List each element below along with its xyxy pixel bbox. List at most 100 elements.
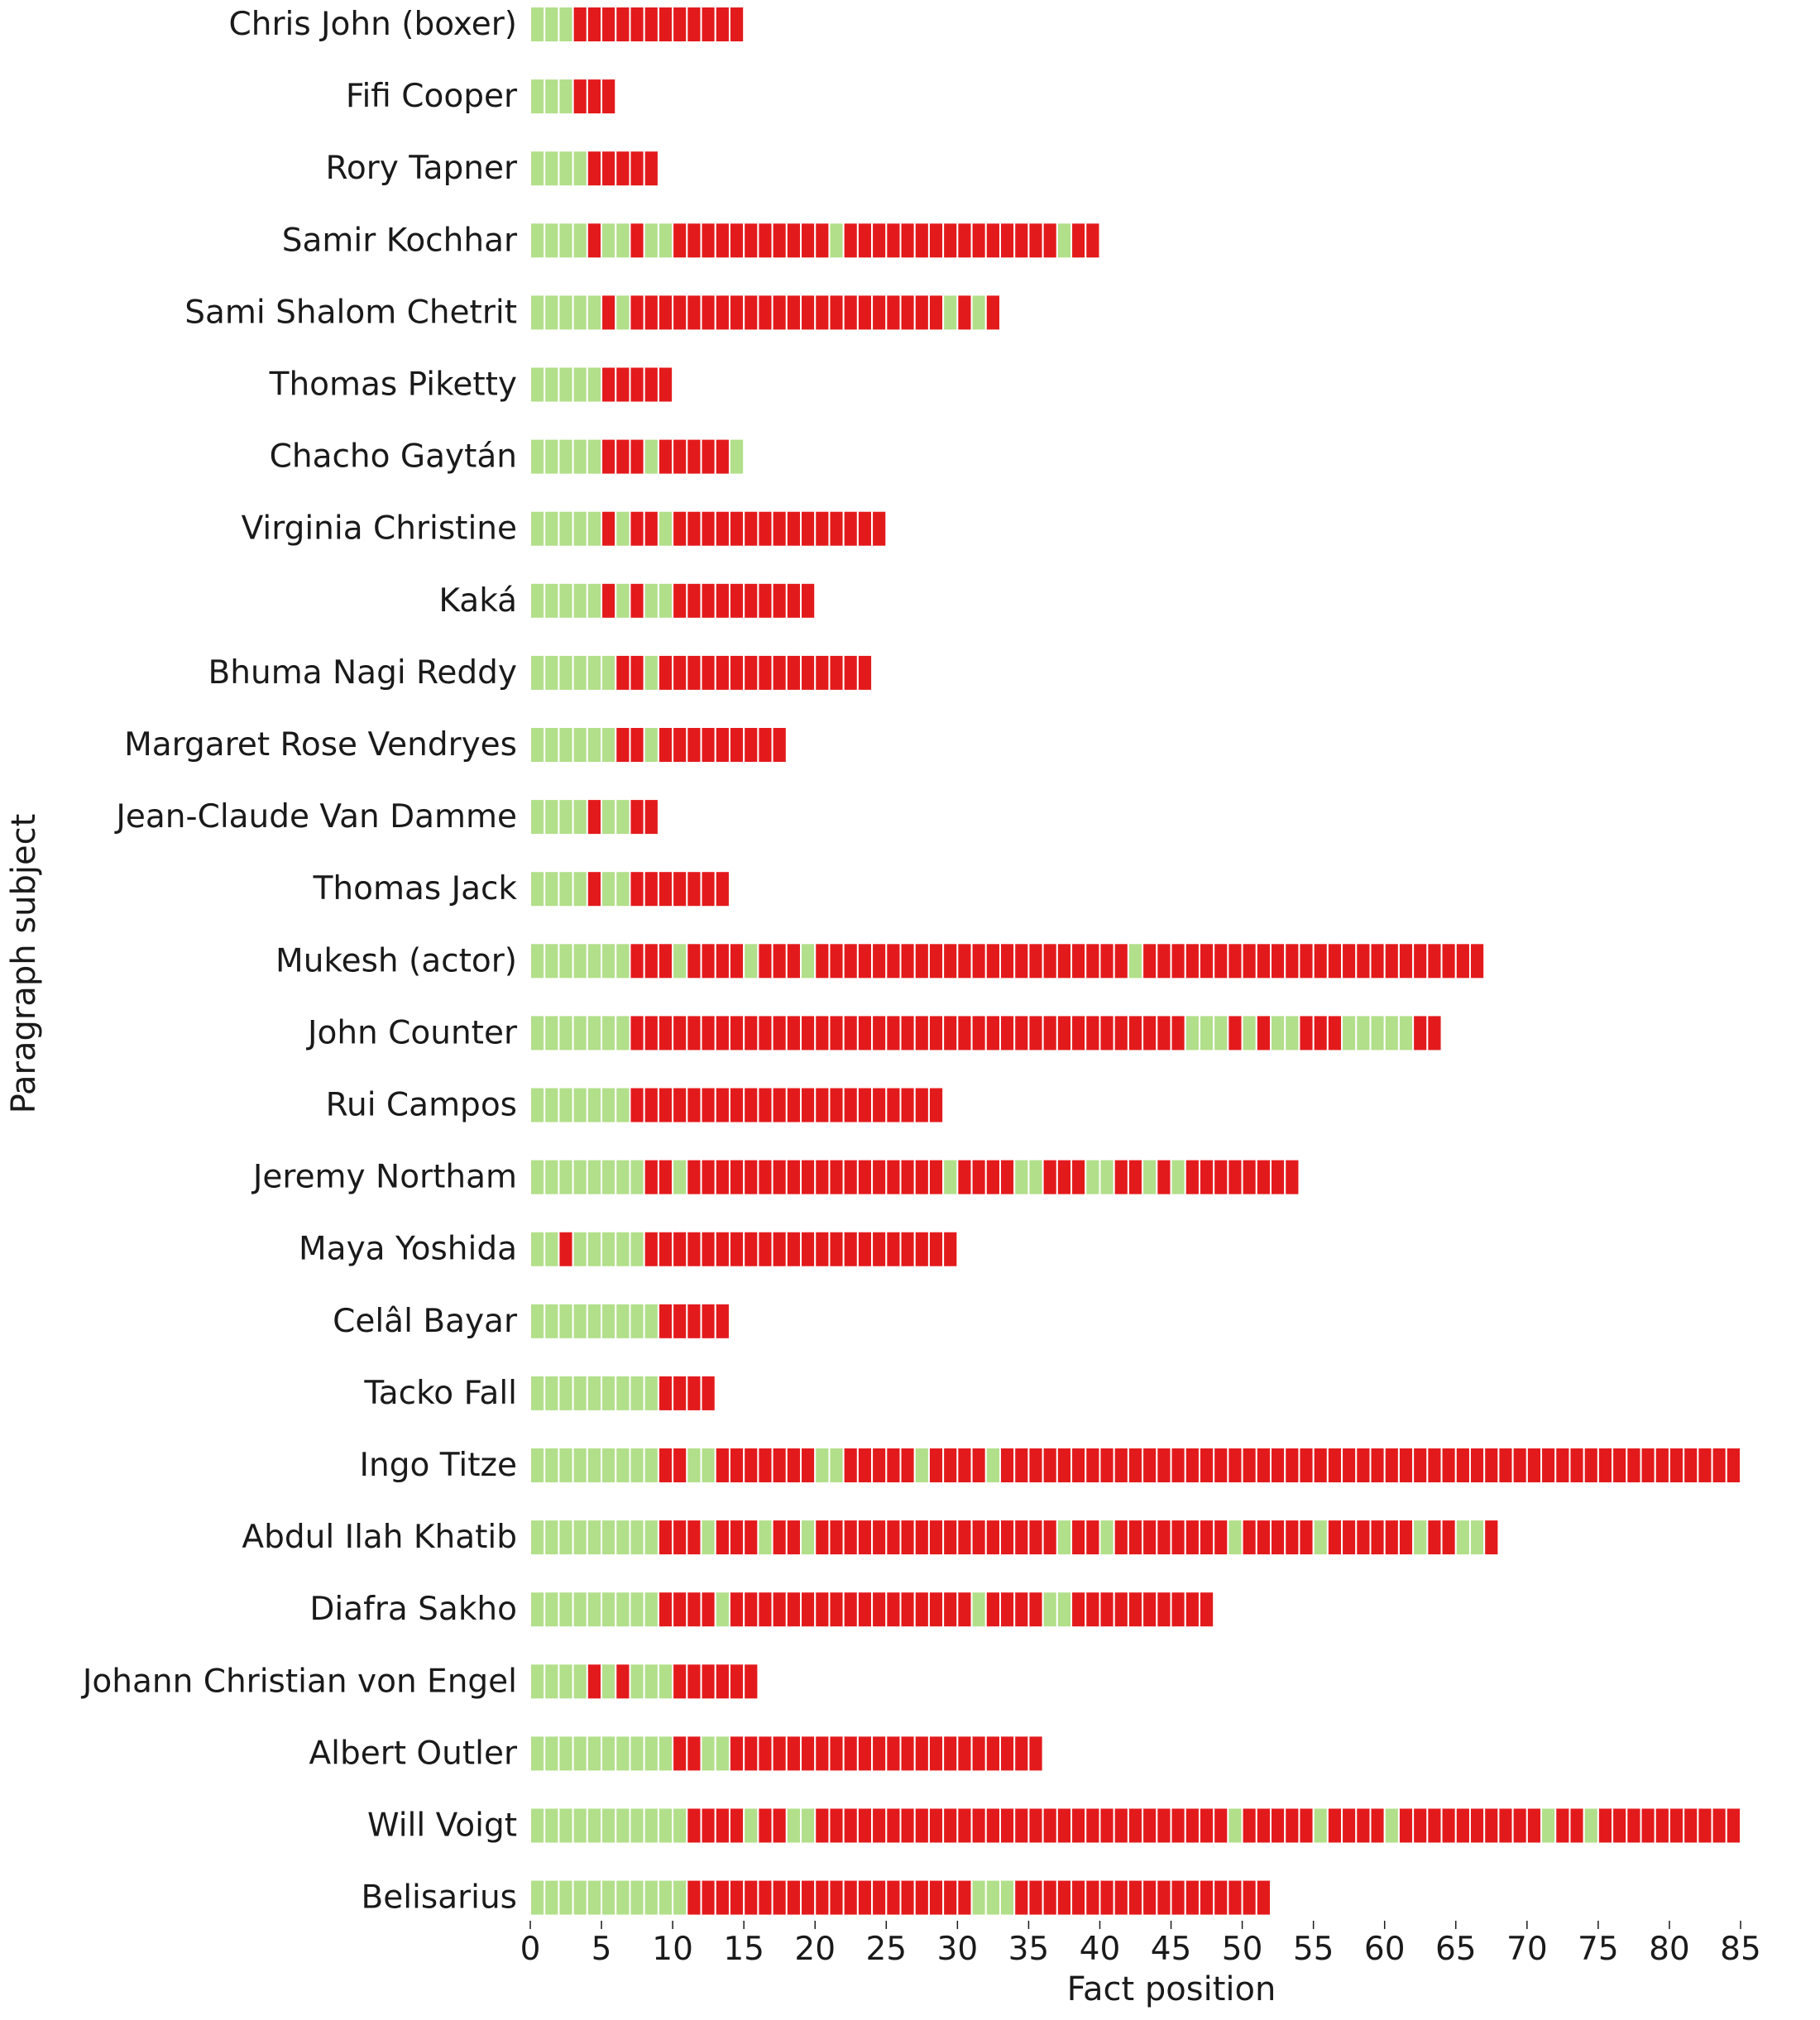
fact-cell-red [1227,942,1243,980]
fact-cell-red [856,1519,874,1557]
fact-cell-green [558,726,574,763]
fact-cell-red [601,366,617,404]
bar-row [529,1086,945,1124]
x-axis: 0 5 10 15 20 25 30 35 40 45 50 55 60 65 70 75 80 85 [520,1921,1761,1968]
fact-cell-green [629,1591,645,1629]
fact-cell-green [544,1591,560,1629]
fact-cell-red [601,294,617,332]
fact-cell-red [885,222,902,260]
fact-cell-red [771,1447,788,1484]
fact-cell-red [1683,1807,1699,1845]
fact-cell-red [1426,1519,1443,1557]
bar-row [529,1014,1443,1052]
fact-cell-green [586,1879,603,1917]
fact-cell-red [1156,1519,1172,1557]
fact-cell-red [1525,1447,1543,1484]
fact-cell-green [1099,1158,1115,1196]
fact-cell-red [1042,1519,1058,1557]
fact-cell-red [657,1014,674,1052]
fact-cell-red [586,798,603,836]
bar-row [529,1879,1272,1917]
fact-cell-red [771,1014,788,1052]
fact-cell-red [686,1014,702,1052]
fact-cell-red [1013,1735,1030,1773]
fact-cell-red [814,222,831,260]
fact-cell-red [657,1158,674,1196]
fact-cell-red [643,1086,659,1124]
fact-cell-red [856,1014,874,1052]
fact-cell-green [558,798,574,836]
fact-cell-green [601,1447,617,1484]
fact-cell-green [1355,1014,1372,1052]
fact-cell-green [700,1447,716,1484]
fact-cell-red [927,222,945,260]
fact-cell-red [1525,1807,1543,1845]
fact-cell-green [601,1879,617,1917]
fact-cell-red [927,1591,945,1629]
fact-cell-red [714,942,730,980]
fact-cell-red [999,1591,1016,1629]
fact-cell-green [601,653,617,692]
fact-cell-red [714,870,730,908]
bar-row [529,1519,1500,1557]
fact-cell-red [1099,1591,1115,1629]
fact-cell-red [1027,1807,1044,1845]
fact-cell-red [672,1663,688,1701]
fact-cell-red [771,510,788,548]
fact-cell-green [558,1807,574,1845]
bar-row [529,6,745,43]
fact-cell-red [743,653,759,692]
fact-cell-red [984,294,1001,332]
fact-cell-red [1099,1447,1115,1484]
fact-cell-green [629,1663,645,1701]
fact-cell-red [643,1158,659,1196]
fact-cell-green [657,582,674,620]
fact-cell-green [942,1158,959,1196]
fact-cell-red [672,1302,688,1340]
fact-cell-red [1426,1807,1443,1845]
row-label: Diafra Sakho [309,1591,517,1628]
fact-cell-red [728,1447,745,1484]
fact-cell-red [785,582,802,620]
bar-row [529,438,745,476]
fact-cell-green [615,222,631,260]
fact-cell-red [842,294,859,332]
fact-cell-red [927,1519,945,1557]
fact-cell-red [1070,1807,1087,1845]
fact-cell-red [984,222,1001,260]
fact-cell-red [1255,1879,1272,1917]
fact-cell-red [1569,1807,1585,1845]
fact-cell-red [1113,1014,1129,1052]
fact-cell-red [700,653,716,692]
fact-cell-red [871,1086,888,1124]
fact-cell-red [1213,1879,1229,1917]
fact-cell-green [800,1807,817,1845]
fact-cell-red [800,510,817,548]
bar-row [529,366,674,404]
fact-cell-red [842,942,859,980]
fact-cell-red [814,1735,831,1773]
fact-cell-red [657,438,674,476]
fact-cell-red [1085,1447,1101,1484]
fact-cell-green [615,1374,631,1412]
fact-cell-red [1440,1807,1457,1845]
fact-cell-red [743,1014,759,1052]
fact-cell-green [544,653,560,692]
fact-cell-red [1027,1735,1044,1773]
fact-cell-red [1056,1158,1073,1196]
fact-cell-red [714,1014,730,1052]
fact-cell-green [970,1879,987,1917]
fact-cell-red [1170,1447,1186,1484]
fact-cell-green [572,366,588,404]
fact-cell-green [643,582,659,620]
fact-cell-red [1284,1447,1300,1484]
fact-cell-green [643,653,659,692]
fact-cell-green [714,1735,730,1773]
fact-cell-red [1198,942,1215,980]
fact-cell-green [615,870,631,908]
fact-cell-red [1412,1014,1429,1052]
bar-row [529,1447,1742,1484]
fact-cell-green [586,510,603,548]
fact-cell-red [1725,1807,1742,1845]
fact-cell-green [544,78,560,116]
